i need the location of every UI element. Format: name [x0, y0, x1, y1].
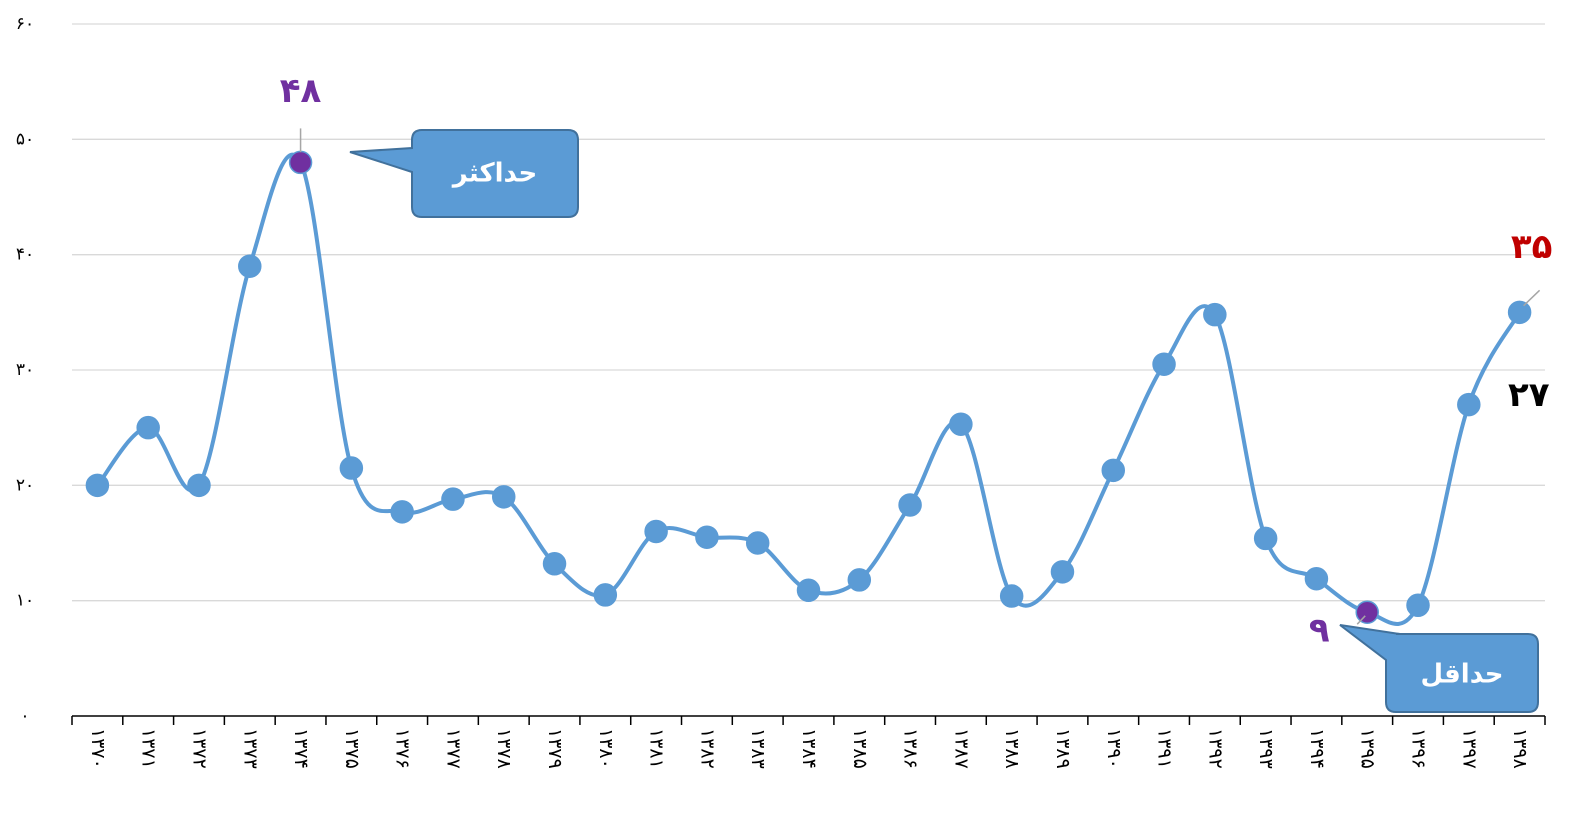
marker: [288, 150, 313, 175]
x-tick-label: ۱۳۸۹: [1052, 728, 1074, 769]
x-tick-label: ۱۳۸۸: [1001, 728, 1023, 769]
x-tick-label: ۱۳۸۰: [595, 728, 617, 769]
marker: [1507, 300, 1532, 325]
marker: [238, 254, 262, 278]
y-tick-label: ۰: [20, 706, 29, 726]
x-tick-label: ۱۳۹۲: [1204, 728, 1226, 769]
marker: [1152, 352, 1176, 376]
x-tick-label: ۱۳۸۶: [900, 728, 922, 769]
y-tick-label: ۴۰: [16, 245, 34, 265]
marker: [1355, 600, 1379, 624]
marker: [491, 485, 516, 509]
callout-max: حداکثر: [349, 129, 579, 218]
leader-line: [1356, 615, 1366, 625]
x-tick-label: ۱۳۹۶: [1408, 728, 1430, 769]
marker: [644, 519, 668, 544]
x-tick-label: ۱۳۸۵: [849, 728, 871, 769]
marker: [85, 473, 110, 498]
y-tick-label: ۶۰: [16, 14, 34, 34]
leader-line: [1523, 289, 1541, 307]
x-tick-label: ۱۳۸۱: [646, 728, 668, 769]
data-label: ۳۵: [1511, 227, 1553, 267]
x-tick-label: ۱۳۸۲: [696, 728, 718, 769]
y-tick-label: ۳۰: [16, 360, 34, 380]
x-tick-label: ۱۳۹۱: [1154, 728, 1176, 769]
x-tick-label: ۱۳۹۸: [1509, 728, 1531, 769]
callout-text: حداقل: [1421, 660, 1504, 690]
marker: [1253, 526, 1278, 551]
x-tick-label: ۱۳۷۶: [392, 728, 414, 769]
marker: [1406, 593, 1430, 618]
marker: [542, 552, 567, 576]
marker: [187, 473, 211, 498]
x-tick-label: ۱۳۷۰: [87, 728, 109, 769]
marker: [339, 456, 364, 480]
y-tick-label: ۵۰: [16, 129, 34, 149]
marker: [695, 525, 719, 549]
x-tick-label: ۱۳۹۳: [1255, 728, 1277, 769]
marker: [1050, 560, 1075, 584]
x-tick-label: ۱۳۸۳: [747, 728, 769, 769]
marker: [1457, 392, 1481, 417]
callout-text: حداکثر: [451, 159, 538, 189]
x-tick-label: ۱۳۷۵: [341, 728, 363, 769]
x-tick-label: ۱۳۷۳: [239, 728, 261, 769]
marker: [898, 493, 922, 517]
marker: [949, 412, 973, 436]
y-tick-label: ۱۰: [16, 591, 34, 611]
marker: [999, 584, 1024, 608]
x-tick-label: ۱۳۷۲: [188, 728, 210, 769]
marker: [1101, 458, 1126, 483]
data-label: ۲۷: [1508, 375, 1550, 415]
marker: [593, 583, 618, 607]
x-tick-label: ۱۳۷۷: [442, 728, 464, 769]
y-tick-label: ۲۰: [16, 475, 34, 495]
marker: [390, 500, 414, 524]
marker: [1203, 302, 1227, 327]
x-tick-label: ۱۳۷۱: [138, 728, 160, 769]
x-tick-label: ۱۳۸۷: [950, 728, 972, 769]
marker: [136, 415, 160, 440]
x-tick-label: ۱۳۷۹: [544, 728, 566, 769]
marker: [847, 568, 872, 592]
marker: [745, 531, 770, 555]
x-tick-label: ۱۳۸۴: [798, 728, 820, 769]
x-tick-label: ۱۳۹۷: [1458, 728, 1480, 769]
marker: [796, 578, 821, 603]
marker: [441, 487, 465, 511]
data-label: ۴۸: [280, 71, 322, 111]
line: [95, 152, 1522, 626]
data-label: ۹: [1309, 611, 1330, 651]
x-tick-label: ۱۳۷۸: [493, 728, 515, 769]
x-tick-label: ۱۳۷۴: [290, 728, 312, 769]
callout-min: حداقل: [1339, 624, 1539, 713]
x-tick-label: ۱۳۹۰: [1103, 728, 1125, 769]
x-tick-label: ۱۳۹۵: [1357, 728, 1379, 769]
marker: [1304, 567, 1329, 591]
x-tick-label: ۱۳۹۴: [1306, 728, 1328, 769]
